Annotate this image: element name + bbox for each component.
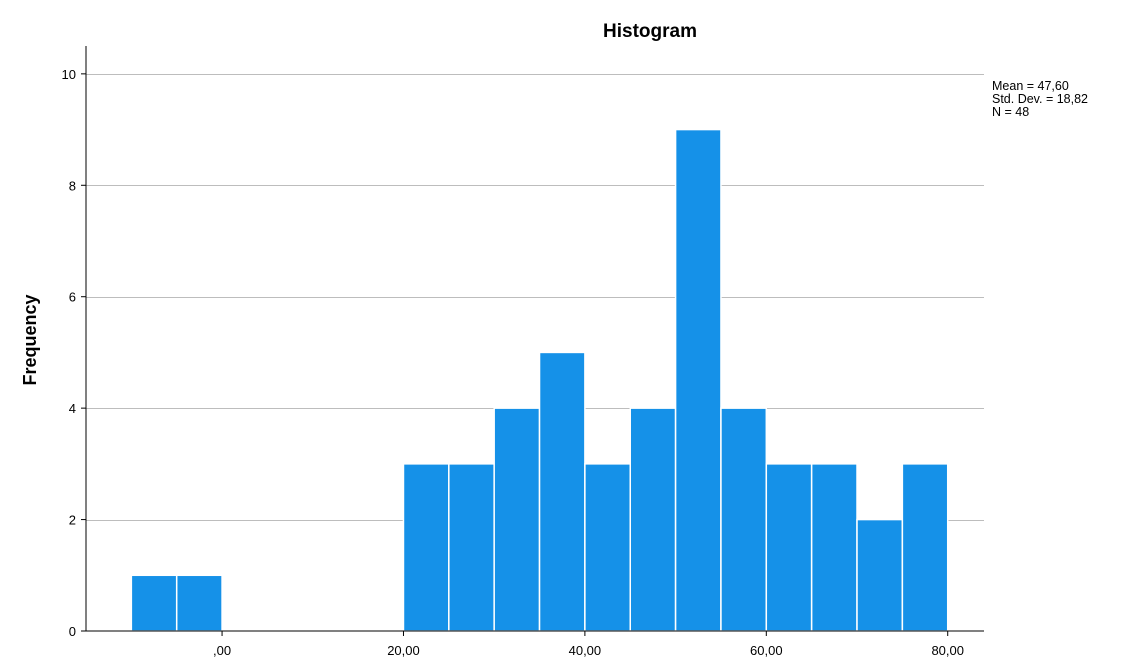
histogram-bar [584, 463, 631, 632]
y-tick-label: 2 [69, 513, 76, 528]
histogram-bar [629, 407, 677, 632]
stats-box: Mean = 47,60 Std. Dev. = 18,82 N = 48 [992, 79, 1088, 119]
histogram-bar [538, 351, 586, 632]
y-tick-label: 0 [69, 624, 76, 639]
histogram-bar [493, 407, 541, 632]
histogram-bar [402, 463, 450, 632]
stat-mean: Mean = 47,60 [992, 79, 1069, 93]
y-tick-labels: 0 2 4 6 8 10 [62, 67, 86, 639]
y-tick-label: 6 [69, 290, 76, 305]
stat-std-dev: Std. Dev. = 18,82 [992, 92, 1088, 106]
x-tick-labels: ,00 20,00 40,00 60,00 80,00 [213, 631, 964, 658]
x-tick-label: 80,00 [931, 643, 964, 658]
histogram-bar [810, 463, 858, 632]
histogram-bar [720, 407, 768, 632]
x-tick-label: 40,00 [569, 643, 602, 658]
y-tick-label: 10 [62, 67, 76, 82]
y-tick-label: 4 [69, 401, 76, 416]
y-axis-label: Frequency [20, 294, 40, 385]
histogram-bar [448, 463, 495, 632]
x-tick-label: 20,00 [387, 643, 420, 658]
histogram-bar [175, 574, 223, 632]
stat-n: N = 48 [992, 105, 1029, 119]
x-tick-label: ,00 [213, 643, 231, 658]
histogram-bar [765, 463, 813, 632]
x-tick-label: 60,00 [750, 643, 783, 658]
axes [85, 46, 984, 632]
chart-title: Histogram [603, 21, 697, 42]
histogram-bar [856, 518, 904, 632]
y-tick-label: 8 [69, 178, 76, 193]
histogram-bar [130, 574, 178, 632]
histogram-bar [901, 463, 949, 632]
histogram-bars [130, 128, 949, 632]
histogram-bar [674, 128, 722, 632]
